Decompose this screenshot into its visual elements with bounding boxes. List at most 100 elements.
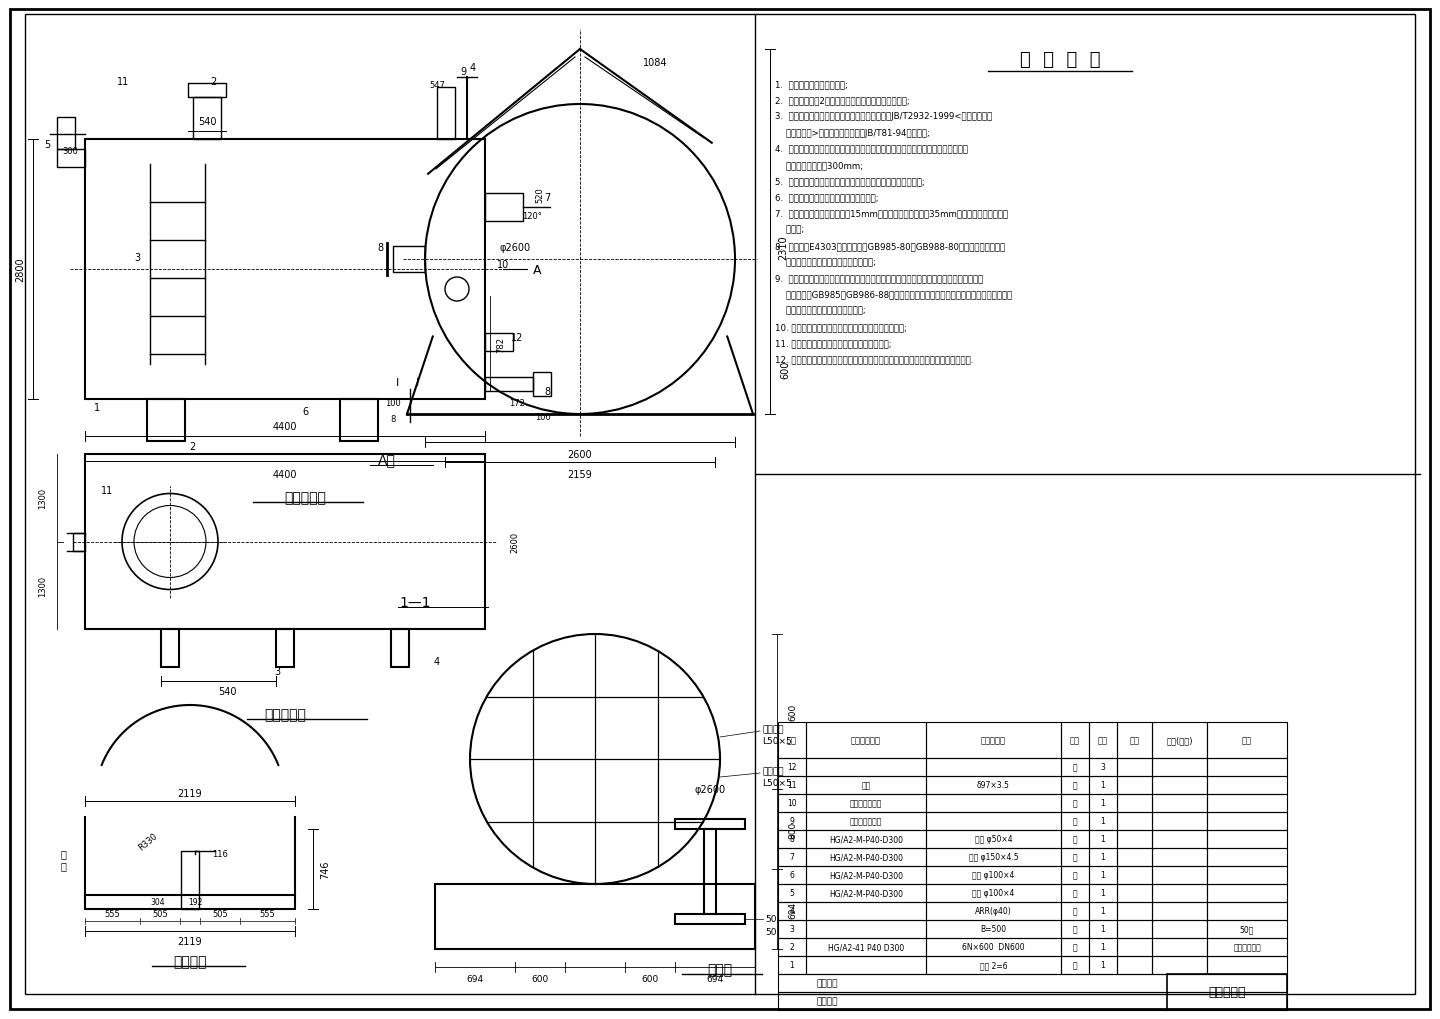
Text: 钢管 φ100×4: 钢管 φ100×4 (972, 870, 1015, 879)
Bar (1152, 830, 1207, 848)
Bar (1207, 722, 1287, 758)
Bar (1061, 938, 1089, 956)
Text: 材料: 材料 (1129, 736, 1139, 745)
Text: 782: 782 (497, 336, 505, 353)
Text: 1: 1 (1100, 853, 1106, 862)
Text: 304: 304 (151, 898, 166, 907)
Text: 4400: 4400 (272, 470, 297, 480)
Text: 3.  本设计图纸仅给出接口定位布置位置，具体按JB/T2932-1999<水处理设备制: 3. 本设计图纸仅给出接口定位布置位置，具体按JB/T2932-1999<水处理… (775, 112, 992, 121)
Bar (1152, 920, 1207, 938)
Bar (1089, 776, 1117, 794)
Text: 746: 746 (320, 860, 330, 878)
Bar (806, 902, 926, 920)
Bar (1089, 920, 1117, 938)
Text: 造技术条件>制作，接口法兰发展JB/T81-94标准制作;: 造技术条件>制作，接口法兰发展JB/T81-94标准制作; (775, 128, 930, 138)
Text: 5: 5 (789, 889, 795, 898)
Bar (1117, 920, 1152, 938)
Text: 2.  本水箱共制作2座，热水箱保温按国家相关规范执行;: 2. 本水箱共制作2座，热水箱保温按国家相关规范执行; (775, 96, 910, 105)
Text: 套: 套 (1073, 907, 1077, 916)
Text: 11: 11 (788, 781, 796, 790)
Text: 钢管 φ100×4: 钢管 φ100×4 (972, 889, 1015, 898)
Bar (1152, 722, 1207, 758)
Bar (1207, 902, 1287, 920)
Bar (85, 454, 485, 630)
Text: 2: 2 (210, 76, 216, 87)
Bar (926, 866, 1061, 884)
Text: 2600: 2600 (567, 449, 592, 460)
Bar (189, 84, 226, 98)
Bar (926, 956, 1061, 974)
Bar (1061, 848, 1089, 866)
Text: 2119: 2119 (177, 789, 202, 798)
Text: 694: 694 (789, 901, 798, 918)
Bar (1117, 776, 1152, 794)
Text: 水箱大样图: 水箱大样图 (1208, 985, 1246, 999)
Bar (806, 866, 926, 884)
Text: 水箱立面图: 水箱立面图 (264, 707, 305, 721)
Text: 1—1: 1—1 (399, 595, 431, 609)
Text: 序号: 序号 (788, 736, 796, 745)
Bar (778, 758, 806, 776)
Bar (193, 98, 220, 140)
Text: 3: 3 (134, 253, 140, 263)
Bar (806, 722, 926, 758)
Bar (1207, 938, 1287, 956)
Text: φ2600: φ2600 (500, 243, 530, 253)
Text: 555: 555 (105, 910, 121, 918)
Text: 1084: 1084 (642, 58, 667, 68)
Bar (1117, 758, 1152, 776)
Bar (1089, 722, 1117, 758)
Text: L50×5: L50×5 (762, 737, 792, 746)
Text: 555: 555 (259, 910, 275, 918)
Text: 11. 水箱本体的管堂应在水箱防腐工作之前完成;: 11. 水箱本体的管堂应在水箱防腐工作之前完成; (775, 339, 891, 347)
Text: 钢板及管件焊制: 钢板及管件焊制 (850, 799, 883, 808)
Bar (1207, 866, 1287, 884)
Bar (1166, 974, 1287, 1010)
Text: A: A (533, 263, 541, 276)
Text: 7.  水箱就位前在基础上先铺上15mm厚粗黄砂，再铺上一层35mm厚粗黄砂，并由中心向: 7. 水箱就位前在基础上先铺上15mm厚粗黄砂，再铺上一层35mm厚粗黄砂，并由… (775, 209, 1008, 218)
Text: HG/A2-M-P40-D300: HG/A2-M-P40-D300 (829, 889, 903, 898)
Text: 10: 10 (788, 799, 796, 808)
Bar (161, 630, 179, 667)
Bar (806, 794, 926, 812)
Text: 建设单位: 建设单位 (816, 978, 838, 987)
Bar (1117, 794, 1152, 812)
Bar (1207, 758, 1287, 776)
Text: 600: 600 (641, 974, 658, 983)
Text: 6N×600  DN600: 6N×600 DN600 (962, 943, 1025, 952)
Bar (778, 938, 806, 956)
Bar (778, 920, 806, 938)
Text: 1: 1 (94, 403, 99, 413)
Bar (1089, 884, 1117, 902)
Bar (1117, 722, 1152, 758)
Bar (1152, 812, 1207, 830)
Text: 剖
面: 剖 面 (60, 849, 66, 870)
Bar (85, 140, 485, 399)
Text: I: I (415, 378, 419, 387)
Text: 600: 600 (789, 703, 798, 720)
Bar (1061, 884, 1089, 902)
Bar (778, 956, 806, 974)
Bar (926, 830, 1061, 848)
Bar (778, 776, 806, 794)
Text: HG/A2-M-P40-D300: HG/A2-M-P40-D300 (829, 853, 903, 862)
Bar (147, 399, 184, 441)
Text: HG/A2-M-P40-D300: HG/A2-M-P40-D300 (829, 870, 903, 879)
Bar (926, 776, 1061, 794)
Text: 2800: 2800 (14, 258, 24, 282)
Bar (485, 378, 533, 391)
Text: 重量(公斤): 重量(公斤) (1166, 736, 1192, 745)
Text: 300: 300 (62, 148, 78, 156)
Text: 套: 套 (1073, 870, 1077, 879)
Text: 2119: 2119 (177, 936, 202, 946)
Bar (778, 993, 1287, 1010)
Bar (1061, 830, 1089, 848)
Bar (1207, 884, 1287, 902)
Text: 补强角筋: 补强角筋 (762, 766, 783, 775)
Bar (806, 938, 926, 956)
Bar (926, 902, 1061, 920)
Bar (340, 399, 379, 441)
Bar (778, 974, 1287, 993)
Bar (1152, 866, 1207, 884)
Text: 9.  本水箱各个接管均应设置加强板，焊接应据有关标准进行，焊接接头型式及尺寸按图中: 9. 本水箱各个接管均应设置加强板，焊接应据有关标准进行，焊接接头型式及尺寸按图… (775, 274, 984, 283)
